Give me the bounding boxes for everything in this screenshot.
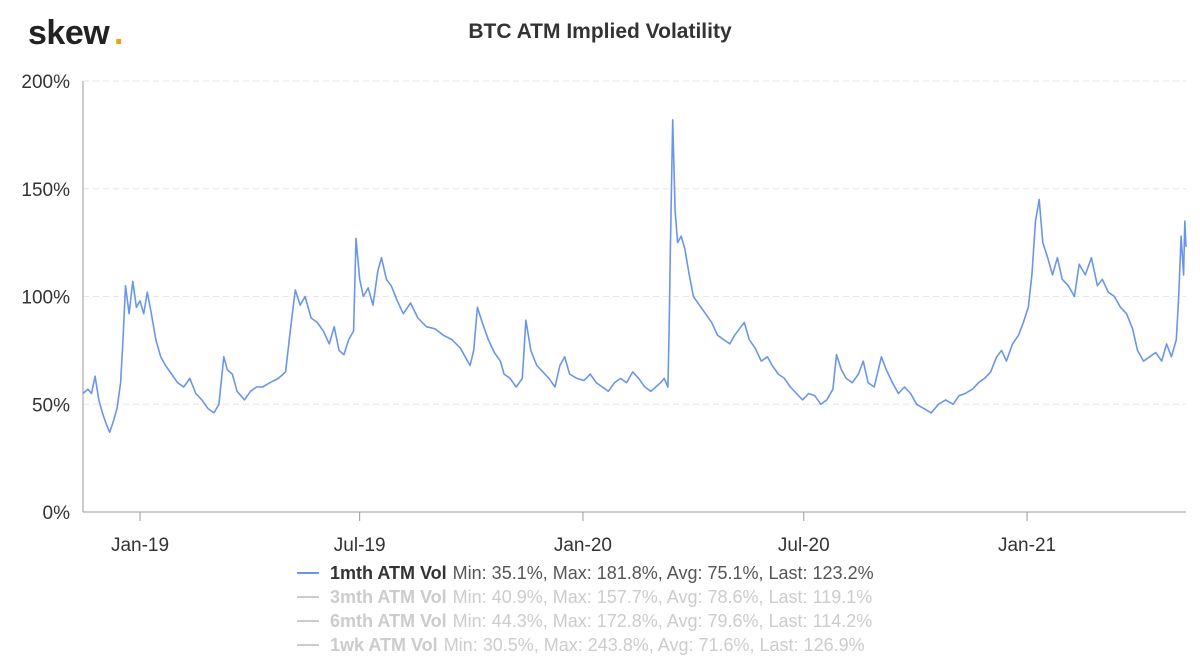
legend-series-name: 3mth ATM Vol bbox=[330, 587, 447, 607]
chart-title: BTC ATM Implied Volatility bbox=[468, 20, 732, 43]
legend-item[interactable]: 6mth ATM Vol Min: 44.3%, Max: 172.8%, Avg… bbox=[297, 611, 872, 631]
x-tick-label: Jan-19 bbox=[111, 535, 169, 556]
legend-series-stats: Min: 30.5%, Max: 243.8%, Avg: 71.6%, Las… bbox=[444, 635, 865, 655]
legend-label: 6mth ATM Vol Min: 44.3%, Max: 172.8%, Avg… bbox=[330, 611, 872, 631]
y-tick-label: 0% bbox=[43, 503, 71, 524]
y-tick-label: 100% bbox=[21, 288, 70, 309]
x-tick-label: Jul-20 bbox=[778, 535, 830, 556]
brand-dot: . bbox=[114, 14, 123, 52]
legend-label: 1wk ATM Vol Min: 30.5%, Max: 243.8%, Avg:… bbox=[330, 635, 865, 655]
legend[interactable]: 1mth ATM Vol Min: 35.1%, Max: 181.8%, Avg… bbox=[297, 563, 874, 655]
y-tick-label: 150% bbox=[21, 180, 70, 201]
skew-logo: skew . bbox=[28, 14, 123, 52]
legend-item[interactable]: 3mth ATM Vol Min: 40.9%, Max: 157.7%, Avg… bbox=[297, 587, 872, 607]
legend-item[interactable]: 1wk ATM Vol Min: 30.5%, Max: 243.8%, Avg:… bbox=[297, 635, 865, 655]
legend-item[interactable]: 1mth ATM Vol Min: 35.1%, Max: 181.8%, Avg… bbox=[297, 563, 874, 583]
legend-label: 3mth ATM Vol Min: 40.9%, Max: 157.7%, Avg… bbox=[330, 587, 872, 607]
series-lines bbox=[82, 119, 1187, 434]
x-tick-label: Jan-21 bbox=[998, 535, 1056, 556]
legend-series-stats: Min: 40.9%, Max: 157.7%, Avg: 78.6%, Las… bbox=[453, 587, 873, 607]
y-tick-label: 200% bbox=[21, 72, 70, 93]
x-tick-label: Jan-20 bbox=[554, 535, 612, 556]
legend-label: 1mth ATM Vol Min: 35.1%, Max: 181.8%, Avg… bbox=[330, 563, 874, 583]
legend-series-name: 6mth ATM Vol bbox=[330, 611, 447, 631]
x-tick-label: Jul-19 bbox=[334, 535, 386, 556]
legend-series-stats: Min: 35.1%, Max: 181.8%, Avg: 75.1%, Las… bbox=[453, 563, 874, 583]
legend-series-name: 1wk ATM Vol bbox=[330, 635, 438, 655]
x-axis-ticks: Jan-19 Jul-19 Jan-20 Jul-20 Jan-21 bbox=[111, 512, 1056, 556]
legend-series-stats: Min: 44.3%, Max: 172.8%, Avg: 79.6%, Las… bbox=[453, 611, 873, 631]
gridlines bbox=[83, 80, 1186, 405]
brand-name: skew bbox=[28, 14, 110, 52]
legend-series-name: 1mth ATM Vol bbox=[330, 563, 447, 583]
series-line-1mth-atm-vol bbox=[82, 119, 1187, 434]
y-axis-ticks: 0% 50% 100% 150% 200% bbox=[21, 72, 70, 524]
y-tick-label: 50% bbox=[32, 395, 70, 416]
